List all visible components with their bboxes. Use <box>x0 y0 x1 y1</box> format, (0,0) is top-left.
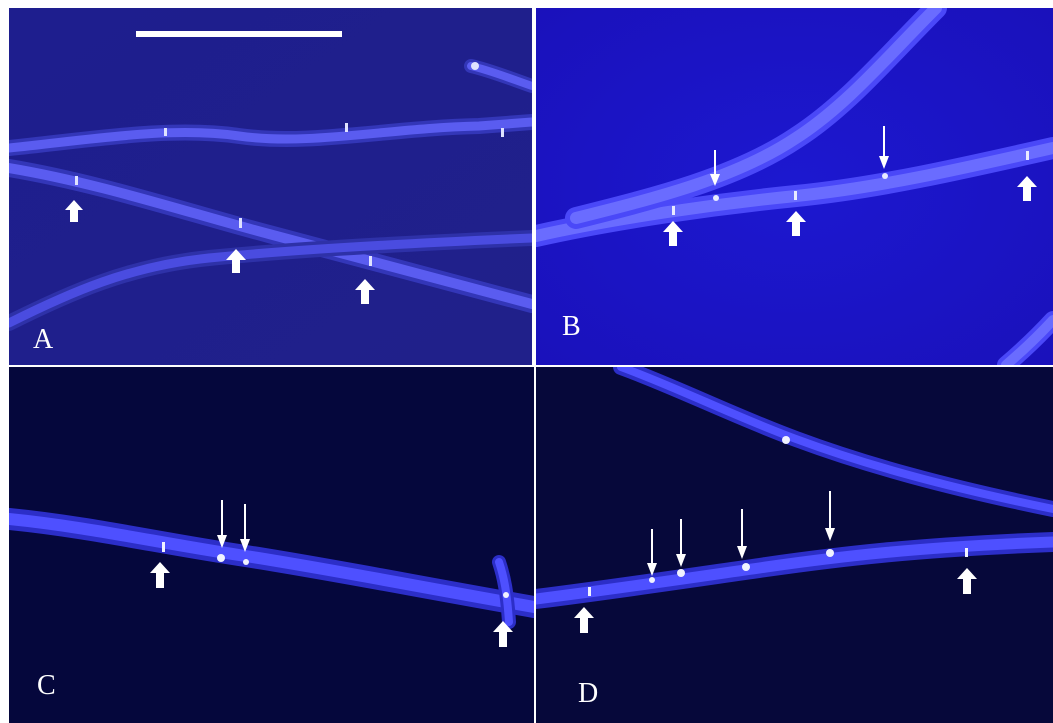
septum-mark <box>1026 151 1029 160</box>
septum-mark <box>672 206 675 215</box>
scale-bar <box>136 31 342 37</box>
block-arrow-icon <box>1017 176 1037 201</box>
septum-mark <box>677 569 685 577</box>
block-arrow-icon <box>786 211 806 236</box>
septum-mark <box>75 176 78 185</box>
panel-a-image <box>9 8 532 365</box>
septum-mark <box>243 559 249 565</box>
septum-mark <box>501 128 504 137</box>
block-arrow-icon <box>355 279 375 304</box>
block-arrow-icon <box>957 568 977 594</box>
septum-mark <box>782 436 790 444</box>
panel-b-image <box>536 8 1053 365</box>
block-arrow-icon <box>574 607 594 633</box>
septum-mark <box>794 191 797 200</box>
septum-mark <box>713 195 719 201</box>
septum-mark <box>164 128 167 136</box>
septum-mark <box>345 123 348 132</box>
panel-c: C <box>9 367 534 723</box>
panel-d: D <box>536 367 1053 723</box>
septum-mark <box>588 587 591 596</box>
block-arrow-icon <box>65 200 83 222</box>
septum-mark <box>369 256 372 266</box>
block-arrow-icon <box>226 249 246 273</box>
panel-c-image <box>9 367 534 723</box>
panel-d-image <box>536 367 1053 723</box>
septum-mark <box>826 549 834 557</box>
block-arrow-icon <box>663 221 683 246</box>
septum-mark <box>742 563 750 571</box>
panel-a: A <box>9 8 532 365</box>
panel-b: B <box>536 8 1053 365</box>
septum-mark <box>162 542 165 552</box>
septum-mark <box>503 592 509 598</box>
septum-mark <box>217 554 225 562</box>
septum-mark <box>239 218 242 228</box>
block-arrow-icon <box>493 621 513 647</box>
septum-mark <box>882 173 888 179</box>
septum-mark <box>649 577 655 583</box>
septum-mark <box>965 548 968 557</box>
septum-mark <box>471 62 479 70</box>
block-arrow-icon <box>150 562 170 588</box>
